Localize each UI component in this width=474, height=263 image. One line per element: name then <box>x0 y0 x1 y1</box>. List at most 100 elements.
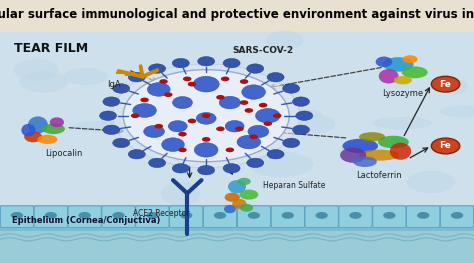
Ellipse shape <box>407 171 455 193</box>
Ellipse shape <box>50 117 64 127</box>
Text: Lipocalin: Lipocalin <box>46 149 82 158</box>
Ellipse shape <box>188 136 241 152</box>
Circle shape <box>246 64 264 73</box>
Text: TEAR FILM: TEAR FILM <box>14 42 88 55</box>
Circle shape <box>296 111 313 120</box>
FancyBboxPatch shape <box>68 206 101 227</box>
Ellipse shape <box>401 67 428 78</box>
Ellipse shape <box>64 68 108 85</box>
Circle shape <box>267 73 284 82</box>
Circle shape <box>292 97 310 106</box>
Circle shape <box>11 212 23 219</box>
Ellipse shape <box>162 138 184 151</box>
Circle shape <box>431 138 460 154</box>
Text: Lactoferrin: Lactoferrin <box>356 171 402 180</box>
Circle shape <box>103 97 120 106</box>
Text: The ocular surface immunological and protective environment against virus infect: The ocular surface immunological and pro… <box>0 8 474 21</box>
Circle shape <box>128 149 146 159</box>
Ellipse shape <box>353 156 377 167</box>
Ellipse shape <box>168 120 187 132</box>
Circle shape <box>148 64 166 73</box>
Ellipse shape <box>379 69 399 84</box>
Circle shape <box>431 76 460 92</box>
Circle shape <box>113 84 130 93</box>
Circle shape <box>79 212 91 219</box>
Circle shape <box>140 98 149 102</box>
Circle shape <box>267 149 284 159</box>
Circle shape <box>188 82 196 87</box>
Circle shape <box>349 212 362 219</box>
Bar <box>0 231 474 263</box>
Ellipse shape <box>378 136 409 148</box>
Ellipse shape <box>390 143 411 160</box>
Bar <box>0 205 474 231</box>
Circle shape <box>172 58 189 68</box>
Circle shape <box>131 113 139 118</box>
Circle shape <box>240 79 248 84</box>
Ellipse shape <box>375 57 392 67</box>
Ellipse shape <box>193 76 219 92</box>
Circle shape <box>188 119 196 123</box>
Ellipse shape <box>239 190 258 200</box>
Circle shape <box>128 73 146 82</box>
Circle shape <box>383 212 395 219</box>
Circle shape <box>259 103 267 108</box>
Circle shape <box>273 113 282 118</box>
Text: IgA: IgA <box>107 80 120 89</box>
FancyBboxPatch shape <box>305 206 338 227</box>
Ellipse shape <box>225 193 240 202</box>
Circle shape <box>123 70 289 162</box>
Circle shape <box>235 127 244 131</box>
Ellipse shape <box>42 124 65 134</box>
Circle shape <box>180 212 192 219</box>
Ellipse shape <box>225 120 244 132</box>
Ellipse shape <box>240 204 253 212</box>
Ellipse shape <box>194 143 218 157</box>
Ellipse shape <box>100 107 155 130</box>
FancyBboxPatch shape <box>373 206 406 227</box>
Ellipse shape <box>173 97 192 109</box>
FancyBboxPatch shape <box>102 206 135 227</box>
Ellipse shape <box>440 106 474 118</box>
Circle shape <box>172 164 189 173</box>
Ellipse shape <box>19 71 68 93</box>
Circle shape <box>198 57 215 66</box>
FancyBboxPatch shape <box>407 206 440 227</box>
FancyBboxPatch shape <box>237 206 271 227</box>
Circle shape <box>282 212 294 219</box>
Circle shape <box>146 212 158 219</box>
Circle shape <box>112 212 125 219</box>
Ellipse shape <box>299 115 335 133</box>
Bar <box>0 0 474 32</box>
Ellipse shape <box>147 83 170 96</box>
FancyBboxPatch shape <box>203 206 237 227</box>
Ellipse shape <box>28 116 48 133</box>
Circle shape <box>292 125 310 135</box>
Text: Fe: Fe <box>439 141 452 150</box>
Circle shape <box>202 113 210 118</box>
Circle shape <box>159 79 168 84</box>
Ellipse shape <box>228 180 246 193</box>
Circle shape <box>316 212 328 219</box>
Circle shape <box>178 132 187 136</box>
Circle shape <box>155 124 163 129</box>
Circle shape <box>283 84 300 93</box>
Circle shape <box>216 127 225 131</box>
Circle shape <box>214 212 226 219</box>
Ellipse shape <box>339 143 390 158</box>
Ellipse shape <box>438 79 468 94</box>
Ellipse shape <box>383 57 413 72</box>
Ellipse shape <box>196 68 240 93</box>
Ellipse shape <box>340 148 366 163</box>
Ellipse shape <box>161 181 200 206</box>
FancyBboxPatch shape <box>271 206 304 227</box>
Circle shape <box>223 164 240 173</box>
Circle shape <box>248 212 260 219</box>
Circle shape <box>264 121 272 126</box>
Circle shape <box>451 212 463 219</box>
Ellipse shape <box>279 109 323 120</box>
Ellipse shape <box>37 135 57 144</box>
Text: ACE2 Receptor: ACE2 Receptor <box>133 209 190 218</box>
Circle shape <box>100 111 117 120</box>
Ellipse shape <box>237 178 251 185</box>
